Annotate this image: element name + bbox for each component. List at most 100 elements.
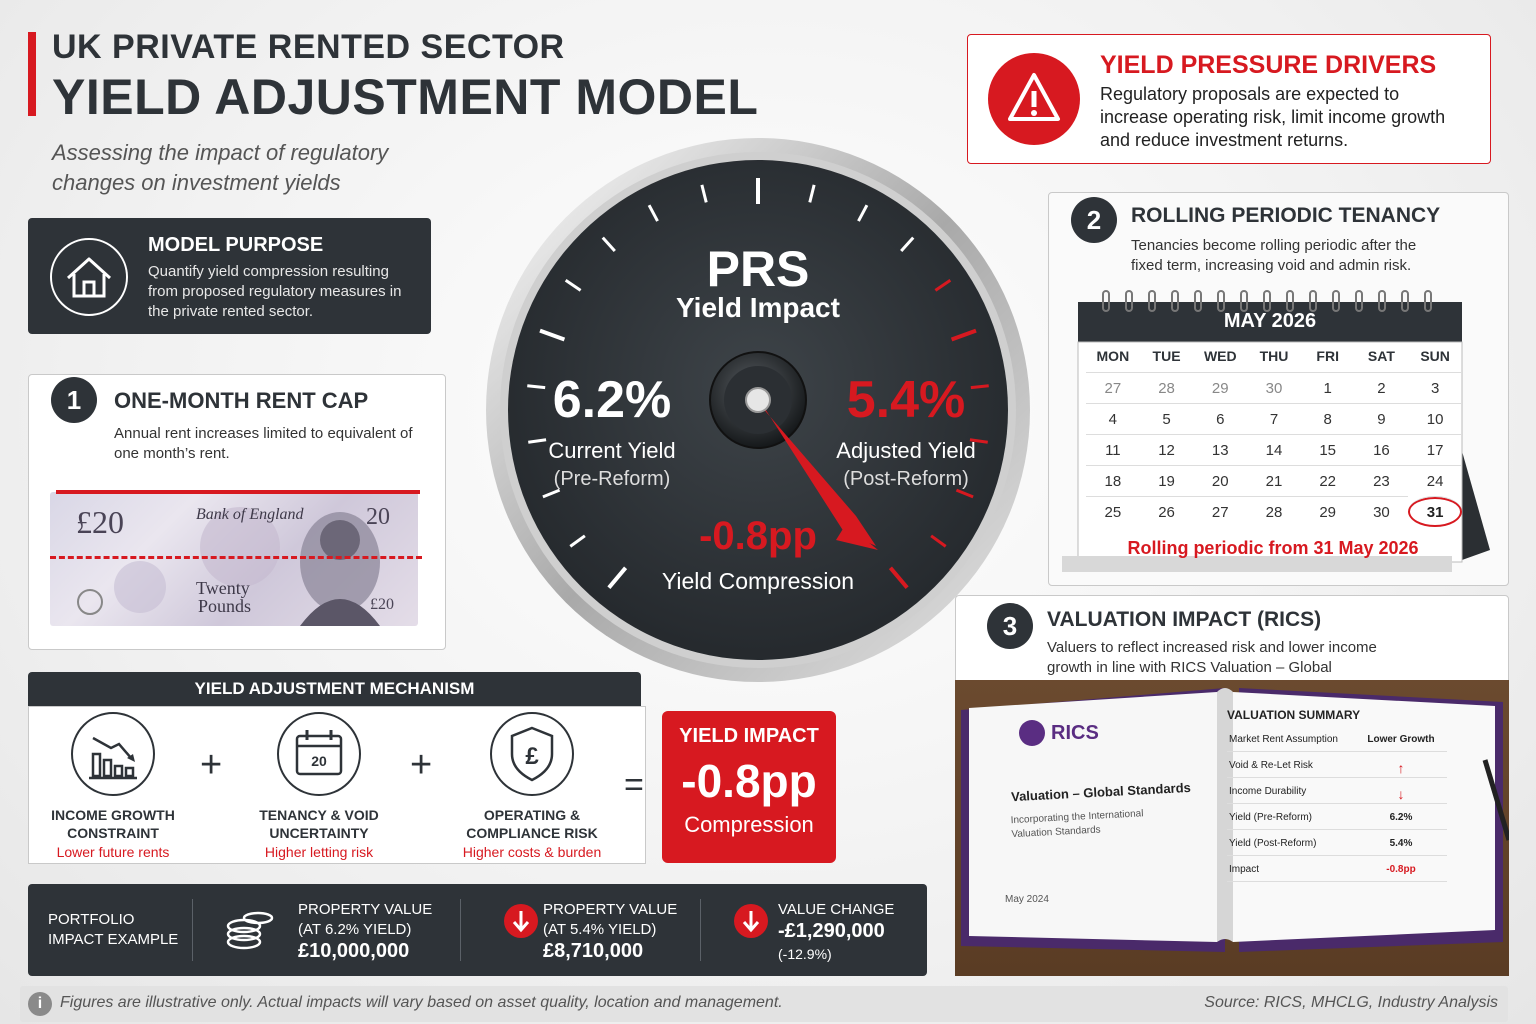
adjusted-yield-sub: (Post-Reform) — [843, 468, 969, 490]
summary-row: Market Rent Assumption Lower Growth — [1227, 728, 1447, 752]
yield-pressure-drivers-panel: YIELD PRESSURE DRIVERS Regulatory propos… — [967, 34, 1491, 164]
calendar-day-cell: 8 — [1300, 403, 1355, 434]
gauge-tick — [528, 438, 547, 444]
mechanism-sub-1: Lower future rents — [56, 844, 170, 860]
pound-shield-icon: £ — [490, 712, 574, 796]
divider — [460, 899, 461, 961]
mechanism-label-1a: INCOME GROWTH — [51, 807, 175, 823]
summary-row: Yield (Post-Reform) 5.4% — [1227, 832, 1447, 856]
calendar-day-cell: 28 — [1247, 496, 1301, 527]
calendar-ring — [1332, 290, 1340, 312]
info-icon: i — [28, 992, 52, 1016]
gauge-tick — [969, 438, 988, 444]
calendar-day-cell: 16 — [1354, 434, 1409, 465]
pf-item3-note: (-12.9%) — [778, 946, 832, 962]
calendar-ring — [1355, 290, 1363, 312]
summary-row-value: ↑ — [1397, 760, 1405, 776]
calendar-day-cell: 11 — [1086, 434, 1140, 465]
gauge-tick — [900, 236, 915, 252]
note-issuer: Bank of England — [196, 506, 304, 523]
summary-row-value: 5.4% — [1389, 838, 1413, 849]
calendar-day-cell: 29 — [1193, 372, 1248, 403]
footer-bar: i Figures are illustrative only. Actual … — [20, 986, 1508, 1022]
divider — [192, 899, 193, 961]
portfolio-label-2: IMPACT EXAMPLE — [48, 931, 179, 948]
calendar-day-cell: 4 — [1086, 403, 1140, 434]
warning-icon — [988, 53, 1080, 145]
calendar-day-cell: 22 — [1300, 465, 1355, 496]
summary-row-label: Yield (Post-Reform) — [1229, 838, 1317, 849]
summary-row-label: Market Rent Assumption — [1229, 734, 1338, 745]
drivers-text: Regulatory proposals are expected to inc… — [1100, 84, 1446, 150]
divider — [700, 899, 701, 961]
summary-row: Yield (Pre-Reform) 6.2% — [1227, 806, 1447, 830]
calendar-month: MAY 2026 — [1223, 310, 1317, 332]
adjusted-yield-value: 5.4% — [846, 371, 966, 429]
summary-row-value: -0.8pp — [1386, 864, 1416, 875]
mechanism-label-3a: OPERATING & — [483, 807, 581, 823]
gauge-tick — [857, 204, 869, 222]
summary-row: Income Durability ↓ — [1227, 780, 1447, 804]
yield-impact-box: YIELD IMPACT -0.8pp Compression — [662, 711, 836, 863]
calendar-day-cell: 23 — [1354, 465, 1409, 496]
rent-cap-text: Annual rent increases limited to equival… — [114, 425, 413, 462]
gauge-tick — [527, 384, 546, 390]
calendar-day-cell: 30 — [1354, 496, 1409, 527]
footer-note: Figures are illustrative only. Actual im… — [60, 994, 783, 1011]
current-yield-sub: (Pre-Reform) — [553, 468, 671, 490]
down-arrow-icon — [504, 904, 538, 938]
footer-source: Source: RICS, MHCLG, Industry Analysis — [1204, 994, 1498, 1011]
calendar-day-header: FRI — [1316, 348, 1339, 364]
calendar-day-cell: 9 — [1354, 403, 1409, 434]
gauge-tick — [808, 184, 816, 203]
model-purpose-title: MODEL PURPOSE — [148, 234, 324, 256]
rics-book: RICS Valuation – Global Standards Incorp… — [955, 680, 1509, 976]
note-value: £20 — [76, 504, 124, 540]
calendar-ring — [1125, 290, 1133, 312]
calendar-grid: MON TUE WED THU FRI SAT SUN 27 28 29 30 1 2 3 4 5 6 7 8 9 10… — [1086, 342, 1462, 530]
plus-sign-2: + — [410, 744, 433, 786]
calendar-ring — [1194, 290, 1202, 312]
current-yield-label: Current Yield — [548, 438, 676, 463]
pf-item2-value: £8,710,000 — [543, 940, 644, 962]
impact-label: Compression — [684, 812, 814, 837]
pf-item3-label1: VALUE CHANGE — [778, 901, 895, 918]
equals-sign: = — [624, 766, 644, 804]
down-arrow-icon — [734, 904, 768, 938]
coins-icon — [224, 908, 276, 959]
calendar-day-cell: 28 — [1139, 372, 1194, 403]
pf-item1-label1: PROPERTY VALUE — [298, 901, 433, 918]
calendar-day-header: THU — [1259, 348, 1289, 364]
calendar-day-cell: 27 — [1193, 496, 1248, 527]
summary-row-label: Void & Re-Let Risk — [1229, 760, 1313, 771]
calendar-day-cell: 15 — [1300, 434, 1355, 465]
mechanism-header: YIELD ADJUSTMENT MECHANISM — [28, 672, 641, 706]
compression-label: Yield Compression — [661, 568, 855, 594]
calendar-day-cell: 21 — [1247, 465, 1301, 496]
title-line-1: UK PRIVATE RENTED SECTOR — [52, 28, 565, 66]
title-line-2: YIELD ADJUSTMENT MODEL — [52, 69, 759, 125]
mechanism-sub-3: Higher costs & burden — [462, 844, 602, 860]
mechanism-sub-2: Higher letting risk — [264, 844, 374, 860]
drivers-title: YIELD PRESSURE DRIVERS — [1100, 51, 1437, 79]
adjusted-yield-label: Adjusted Yield — [836, 438, 976, 463]
rics-logo-icon — [1019, 720, 1045, 746]
note-bottom-corner: £20 — [370, 596, 394, 613]
gauge-tick — [700, 184, 708, 203]
calendar-day-cell: 27 — [1086, 372, 1140, 403]
desk-calendar: MAY 2026 MON TUE WED THU FRI SAT SUN 27 28 29 30 1 2… — [1062, 290, 1490, 578]
calendar-day-cell: 12 — [1139, 434, 1194, 465]
compression-value: -0.8pp — [699, 514, 817, 558]
calendar-ring — [1240, 290, 1248, 312]
subtitle: Assessing the impact of regulatory chang… — [52, 140, 389, 195]
tenancy-text: Tenancies become rolling periodic after … — [1131, 237, 1417, 274]
calendar-day-cell: 30 — [1247, 372, 1301, 403]
calendar-ring — [1286, 290, 1294, 312]
summary-title: VALUATION SUMMARY — [1227, 708, 1361, 722]
gauge-tick — [647, 204, 659, 222]
impact-title: YIELD IMPACT — [679, 725, 819, 747]
yield-gauge: PRS Yield Impact 6.2% Current Yield (Pre… — [484, 136, 1032, 684]
pf-item2-label2: (AT 5.4% YIELD) — [543, 921, 657, 938]
summary-row: Impact -0.8pp — [1227, 858, 1447, 882]
calendar-day-cell: 25 — [1086, 496, 1140, 527]
